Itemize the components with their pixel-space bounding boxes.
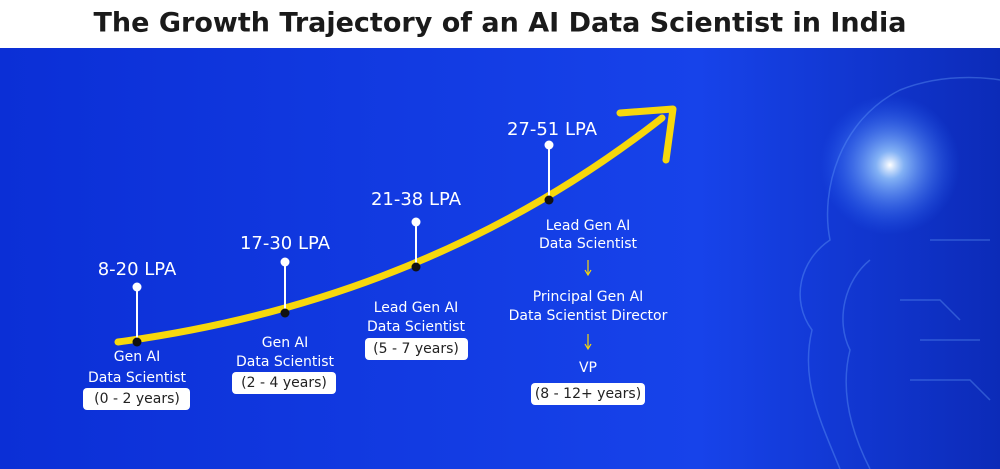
salary: 17-30 LPA — [240, 233, 331, 254]
glow — [820, 95, 960, 235]
point — [544, 195, 554, 205]
years-box — [531, 383, 645, 405]
years-box — [365, 338, 468, 360]
marker — [411, 217, 421, 227]
marker — [544, 140, 554, 150]
years: (8 - 12+ years) — [535, 386, 641, 402]
salary: 21-38 LPA — [371, 189, 462, 210]
years-box — [83, 388, 190, 410]
role: Principal Gen AI — [533, 289, 644, 305]
title-band — [0, 0, 1000, 48]
down-arrow — [584, 334, 592, 351]
point — [411, 262, 421, 272]
role: Gen AI — [114, 349, 161, 365]
role: Lead Gen AI — [546, 218, 631, 234]
role: Data Scientist — [539, 236, 638, 252]
role: Gen AI — [262, 335, 309, 351]
arrow-head — [616, 105, 677, 164]
role: Data Scientist — [236, 354, 335, 370]
role: Data Scientist — [88, 370, 187, 386]
marker — [132, 282, 142, 292]
years: (2 - 4 years) — [241, 375, 327, 391]
point — [280, 308, 290, 318]
years: (0 - 2 years) — [94, 391, 180, 407]
years: (5 - 7 years) — [373, 341, 459, 357]
role: Lead Gen AI — [374, 300, 459, 316]
point — [132, 337, 142, 347]
years-box — [232, 372, 336, 394]
down-arrow — [584, 260, 592, 277]
head-decoration — [799, 76, 1000, 469]
marker — [280, 257, 290, 267]
salary: 8-20 LPA — [98, 259, 177, 280]
salary: 27-51 LPA — [507, 119, 598, 140]
role: Data Scientist Director — [509, 308, 668, 324]
role: VP — [579, 360, 597, 376]
role: Data Scientist — [367, 319, 466, 335]
title: The Growth Trajectory of an AI Data Scie… — [94, 8, 907, 39]
growth-curve — [114, 114, 666, 346]
